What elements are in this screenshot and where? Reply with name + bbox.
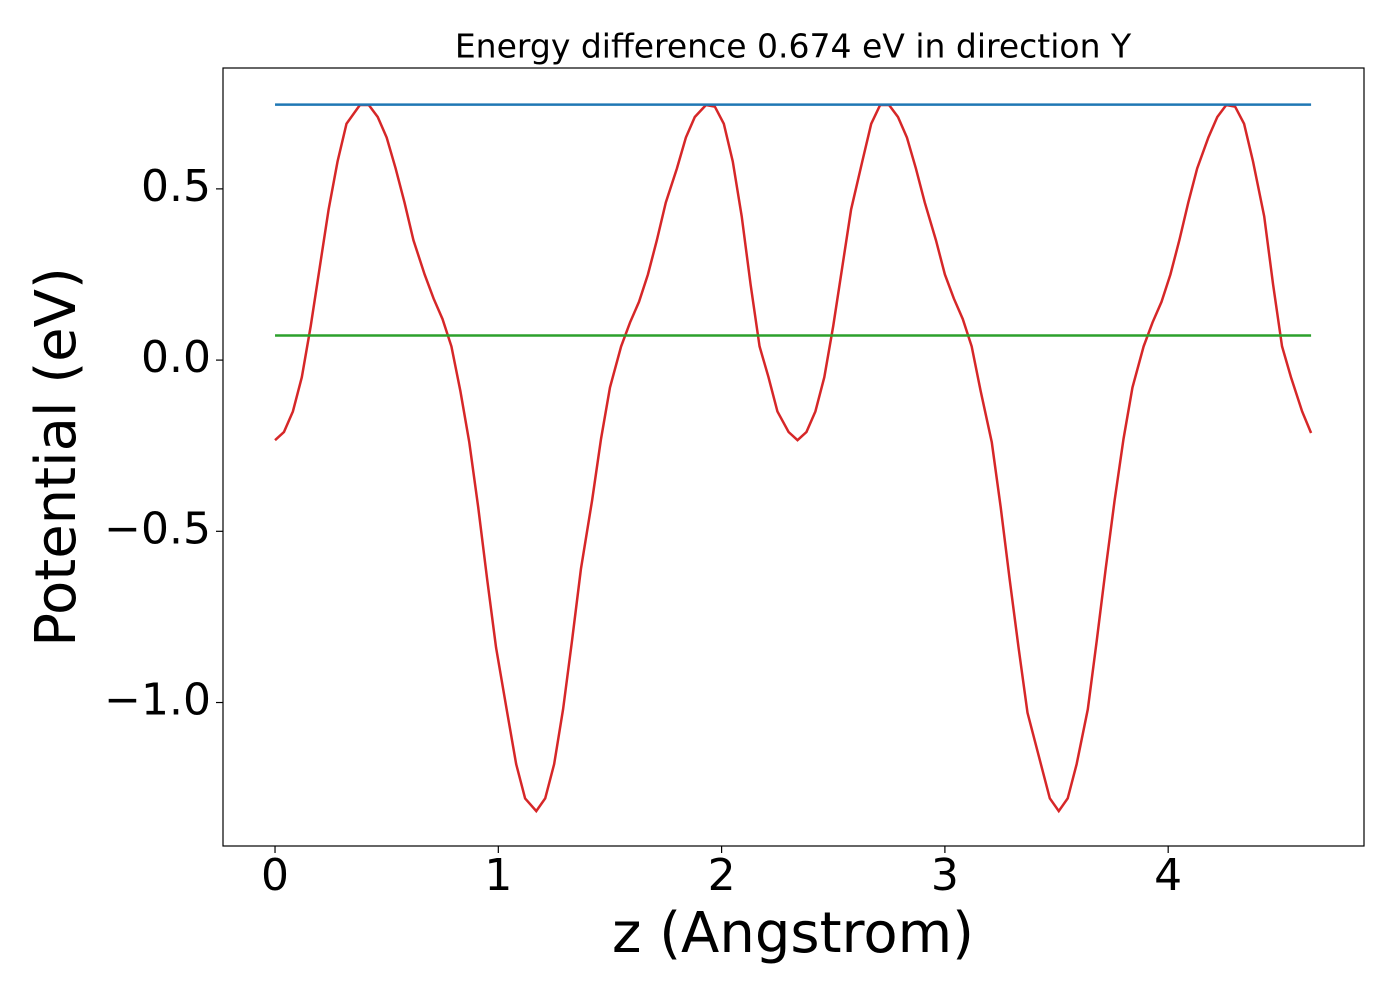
- y-tick-label: 0.0: [141, 332, 211, 383]
- y-axis-label: Potential (eV): [24, 267, 89, 647]
- y-tick-label: −0.5: [104, 503, 211, 554]
- x-axis-label: z (Angstrom): [612, 901, 974, 966]
- x-tick-label: 0: [261, 850, 289, 901]
- x-tick-label: 4: [1154, 850, 1182, 901]
- x-tick-label: 2: [708, 850, 736, 901]
- y-tick-label: 0.5: [141, 161, 211, 212]
- x-tick-label: 3: [931, 850, 959, 901]
- plot-frame: [222, 67, 1365, 847]
- chart-title: Energy difference 0.674 eV in direction …: [455, 27, 1132, 66]
- data-line: [274, 103, 1313, 814]
- x-tick-label: 1: [484, 850, 512, 901]
- y-tick-label: −1.0: [104, 675, 211, 726]
